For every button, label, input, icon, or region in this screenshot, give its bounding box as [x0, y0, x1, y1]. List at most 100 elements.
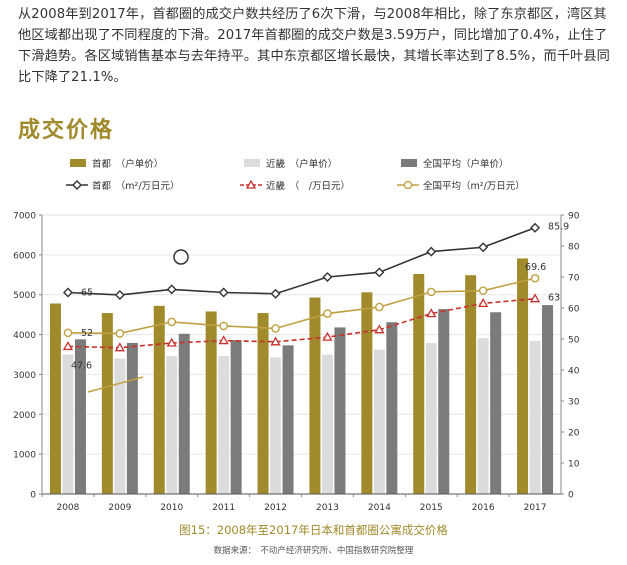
bar: [529, 340, 541, 494]
right-tick-label: 50: [568, 336, 580, 346]
data-label: 69.6: [525, 262, 546, 273]
line-marker: [529, 293, 541, 303]
left-tick-label: 1000: [13, 451, 36, 461]
section-title: 成交价格: [18, 118, 115, 143]
line-marker: [374, 267, 385, 278]
bar: [257, 313, 269, 494]
series-line: [67, 226, 536, 296]
line-marker: [271, 324, 280, 333]
line-series: [62, 222, 541, 352]
x-tick-label: 2016: [472, 503, 495, 513]
right-tick-label: 70: [568, 274, 580, 284]
bar: [477, 338, 489, 494]
bar: [438, 309, 450, 494]
series-line: [67, 277, 536, 335]
line-marker: [322, 331, 333, 341]
bar: [230, 340, 242, 494]
right-tick-label: 30: [568, 398, 580, 408]
left-tick-label: 6000: [13, 251, 36, 261]
line-marker: [114, 289, 125, 300]
chart-caption: 图15：2008年至2017年日本和首都圈公寓成交价格: [179, 523, 448, 537]
bar: [205, 311, 217, 494]
left-tick-label: 2000: [13, 411, 36, 421]
bar: [334, 327, 346, 494]
right-tick-label: 40: [568, 367, 580, 377]
line-marker: [426, 308, 437, 318]
legend-label: 首都 （m²/万日元）: [92, 180, 180, 192]
data-label: 85.9: [548, 222, 569, 233]
x-tick-label: 2014: [368, 503, 391, 513]
line-marker: [530, 222, 541, 233]
data-label: 63: [548, 293, 560, 304]
line-marker: [478, 242, 489, 253]
right-tick-label: 90: [568, 212, 580, 222]
line-marker: [478, 286, 488, 295]
line-marker: [114, 342, 125, 352]
line-marker: [166, 337, 177, 347]
bar: [218, 356, 230, 494]
line-marker: [166, 284, 177, 295]
bar: [62, 354, 74, 494]
line-marker: [270, 288, 281, 299]
annotation-line: [87, 376, 144, 393]
line-marker: [426, 287, 436, 297]
bar: [153, 305, 165, 494]
line-marker: [167, 317, 177, 327]
line-marker: [375, 302, 384, 312]
bar: [321, 354, 333, 494]
line-marker: [374, 324, 385, 334]
x-tick-label: 2013: [316, 503, 339, 513]
line-marker: [323, 309, 332, 318]
bar: [282, 345, 294, 494]
line-marker: [270, 336, 281, 346]
legend-label: 近畿 （ /万日元）: [266, 180, 350, 192]
bar: [166, 356, 178, 494]
bar: [101, 313, 113, 494]
bar-series: [49, 258, 554, 494]
left-tick-label: 7000: [13, 212, 36, 222]
line-marker: [62, 341, 74, 351]
line-marker: [530, 273, 540, 283]
x-tick-label: 2009: [108, 503, 131, 513]
bar: [413, 273, 425, 494]
legend-swatch: [70, 159, 86, 167]
right-tick-label: 10: [568, 460, 580, 470]
right-tick-label: 20: [568, 429, 580, 439]
line-marker: [63, 328, 73, 338]
legend-label: 全国平均（户单价）: [423, 158, 509, 170]
legend-swatch: [244, 159, 260, 167]
bar: [361, 292, 373, 494]
line-marker: [478, 298, 489, 307]
chart-source: 数据来源： 不动产经济研究所、中国指数研究院整理: [213, 546, 414, 556]
line-marker: [219, 321, 228, 331]
bar: [178, 333, 190, 494]
bar: [542, 305, 554, 494]
price-chart: 首都 （户单价） 近畿 （户单价） 全国平均（户单价） 首都 （m²/万日元） 近畿 （…: [13, 158, 580, 514]
data-label: 47.6: [71, 360, 92, 371]
line-marker: [245, 179, 257, 189]
left-tick-label: 0: [30, 491, 36, 501]
bar: [74, 339, 86, 494]
chart-axes: 0 1000 2000 3000 4000 5000 6000 7000 0 10 20 30 40 50…: [13, 212, 580, 514]
left-tick-label: 5000: [13, 291, 36, 301]
chart-legend: 首都 （户单价） 近畿 （户单价） 全国平均（户单价） 首都 （m²/万日元） 近畿 （…: [66, 158, 525, 192]
bar: [373, 349, 385, 494]
legend-label: 全国平均（m²/万日元）: [423, 180, 525, 192]
line-marker: [72, 180, 82, 190]
x-tick-label: 2011: [212, 503, 235, 513]
data-label: 52: [81, 328, 93, 339]
line-marker: [426, 246, 437, 257]
legend-swatch: [401, 159, 417, 167]
line-marker: [115, 329, 125, 338]
line-marker: [403, 180, 413, 190]
left-tick-label: 4000: [13, 331, 36, 341]
line-marker: [62, 287, 73, 298]
bar: [490, 312, 502, 494]
bar: [270, 357, 282, 494]
bar: [309, 297, 321, 494]
left-tick-label: 3000: [13, 371, 36, 381]
bar: [465, 275, 477, 494]
bar: [49, 303, 61, 494]
series-line: [67, 297, 536, 349]
bar: [425, 342, 437, 494]
